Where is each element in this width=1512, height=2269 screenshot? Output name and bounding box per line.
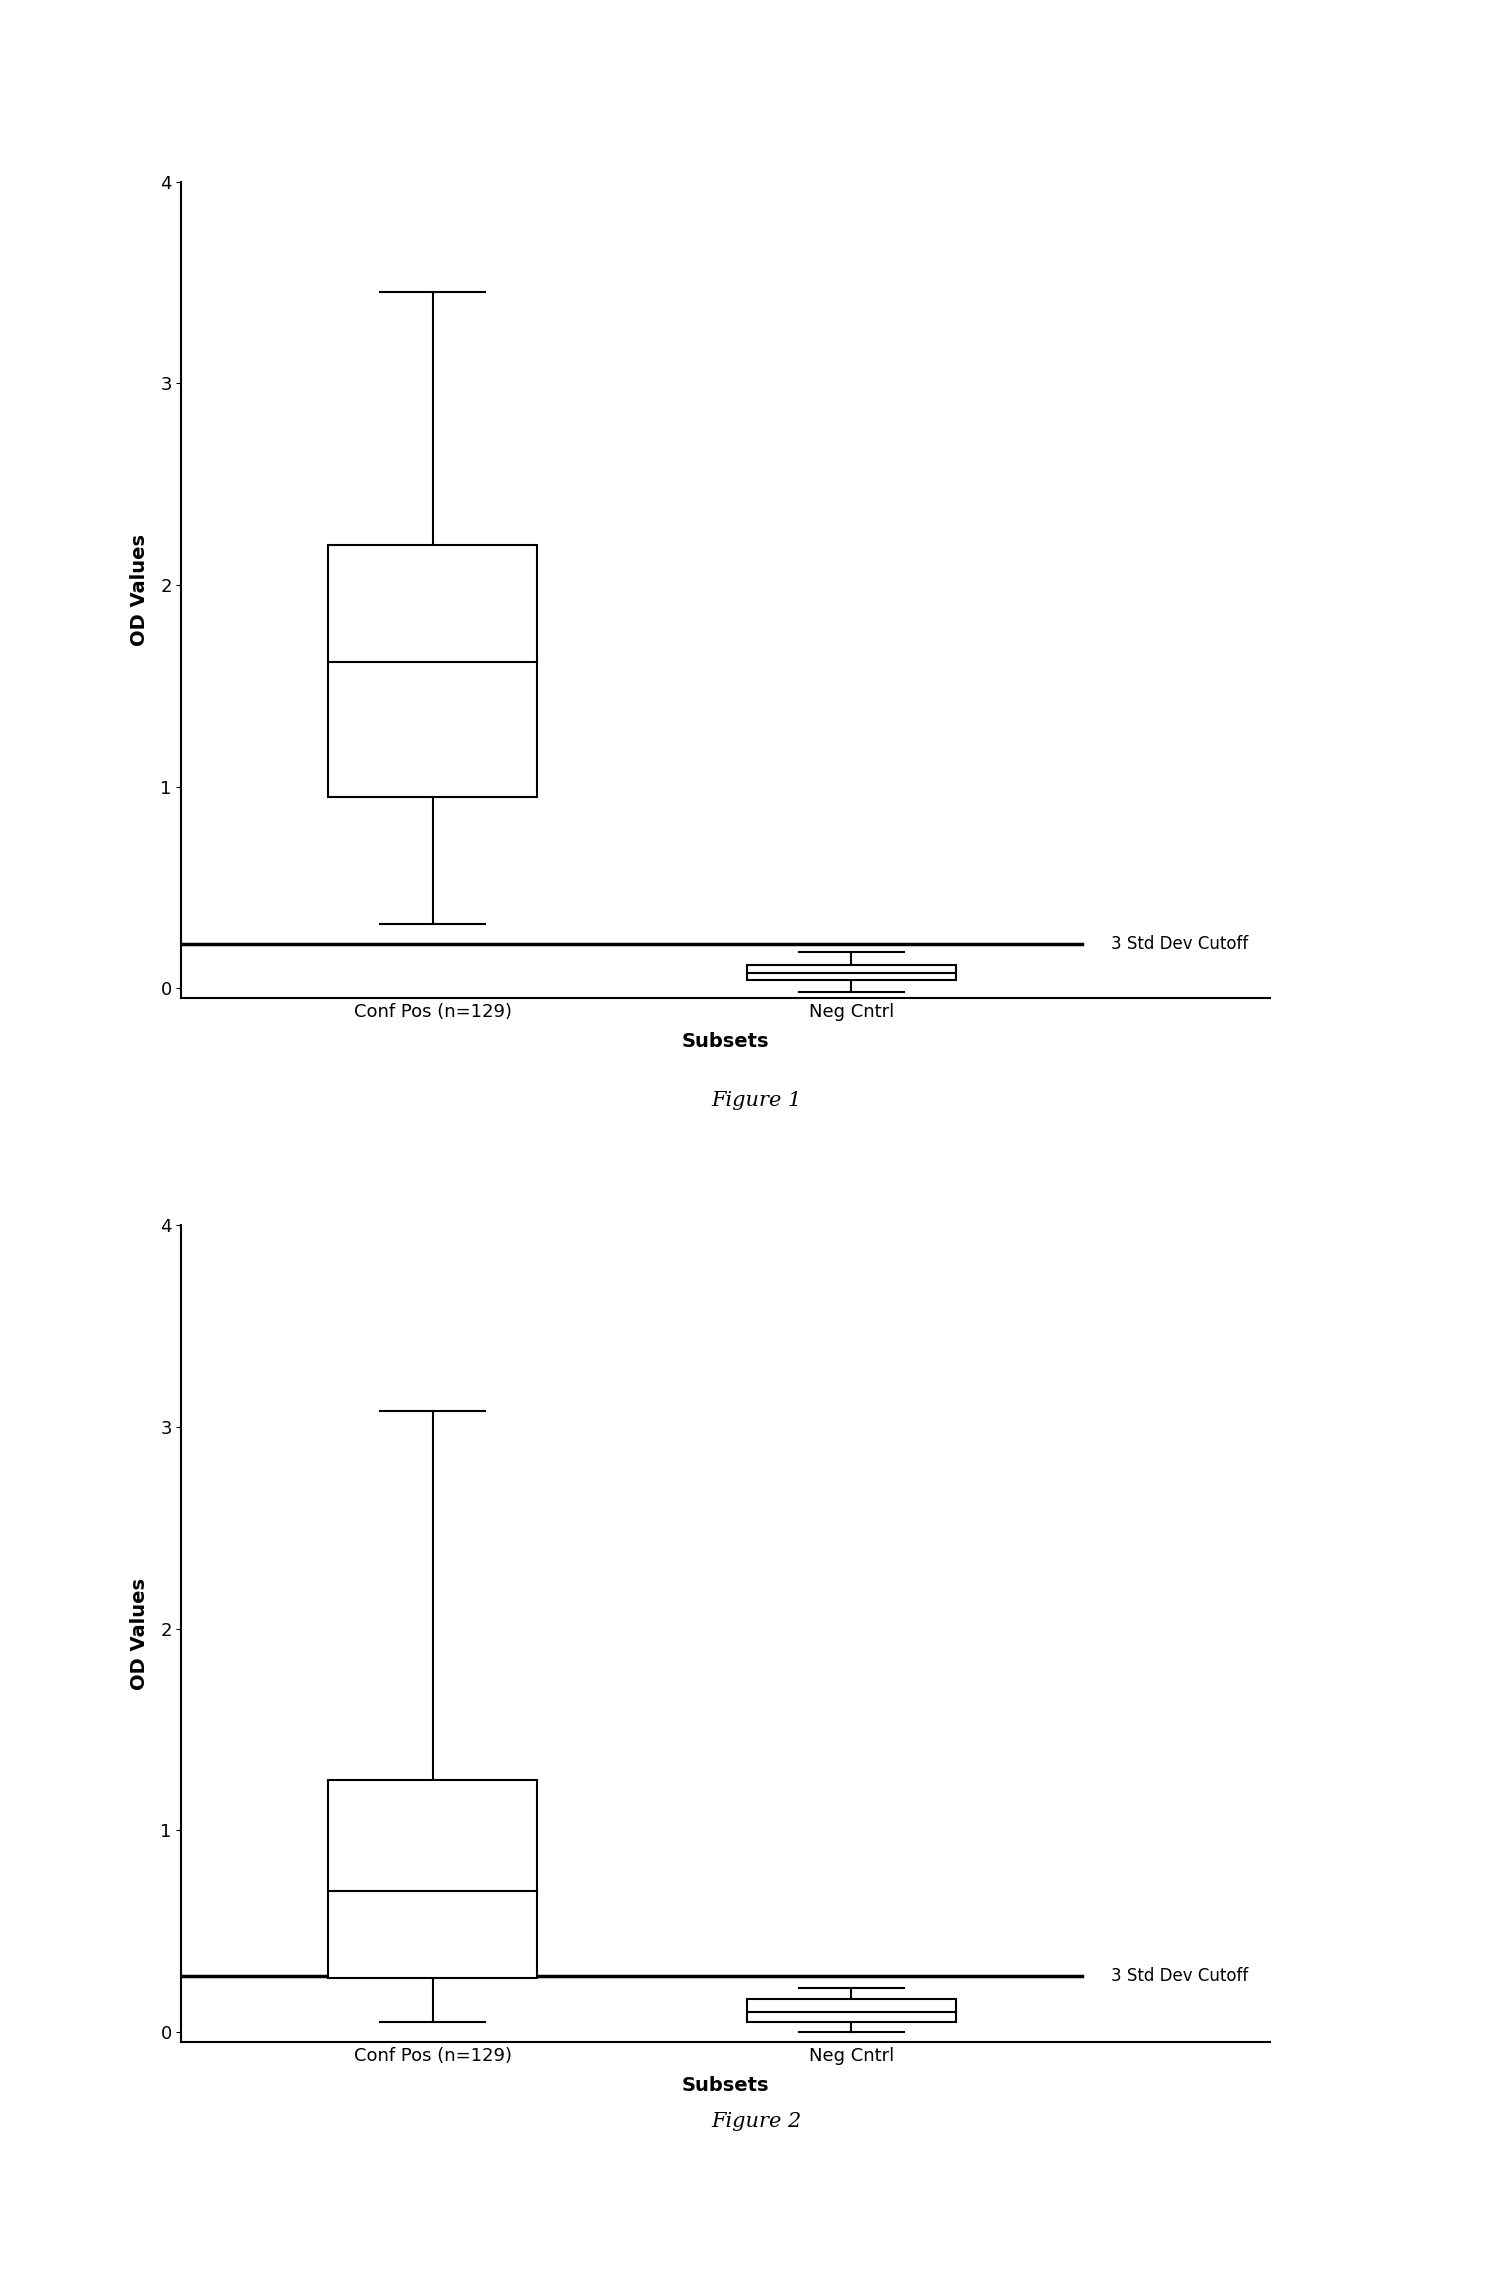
X-axis label: Subsets: Subsets xyxy=(682,2076,770,2094)
FancyBboxPatch shape xyxy=(328,1779,537,1979)
Text: Figure 1: Figure 1 xyxy=(711,1091,801,1110)
FancyBboxPatch shape xyxy=(747,1999,956,2022)
Text: 3 Std Dev Cutoff: 3 Std Dev Cutoff xyxy=(1111,1967,1249,1985)
Y-axis label: OD Values: OD Values xyxy=(130,533,150,647)
FancyBboxPatch shape xyxy=(328,545,537,796)
Text: 3 Std Dev Cutoff: 3 Std Dev Cutoff xyxy=(1111,935,1249,953)
Text: Figure 2: Figure 2 xyxy=(711,2112,801,2131)
Y-axis label: OD Values: OD Values xyxy=(130,1577,150,1690)
X-axis label: Subsets: Subsets xyxy=(682,1032,770,1051)
FancyBboxPatch shape xyxy=(747,964,956,980)
